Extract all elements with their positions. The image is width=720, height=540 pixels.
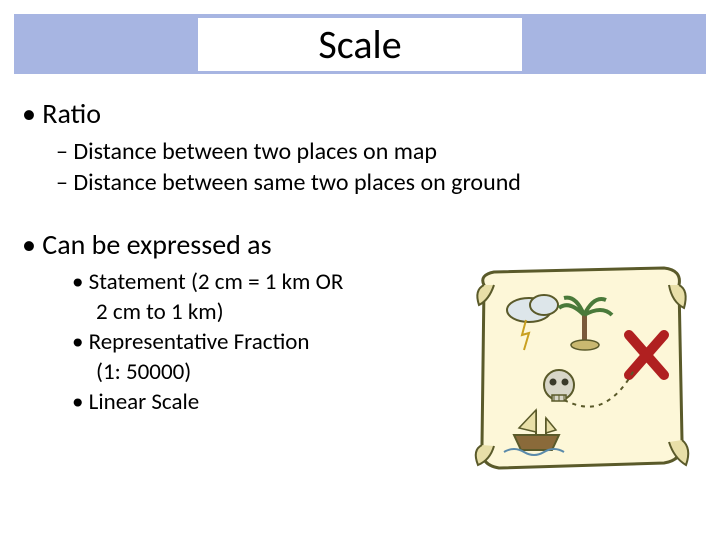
bullet-ratio: Ratio [22, 96, 698, 131]
subbullet-map-distance: Distance between two places on map [56, 137, 698, 166]
slide-title: Scale [198, 18, 521, 71]
treasure-map-icon [464, 260, 694, 480]
subbullet-ground-distance: Distance between same two places on grou… [56, 168, 698, 197]
title-band: Scale [14, 14, 706, 74]
bullet-expressed-as: Can be expressed as [22, 227, 698, 262]
